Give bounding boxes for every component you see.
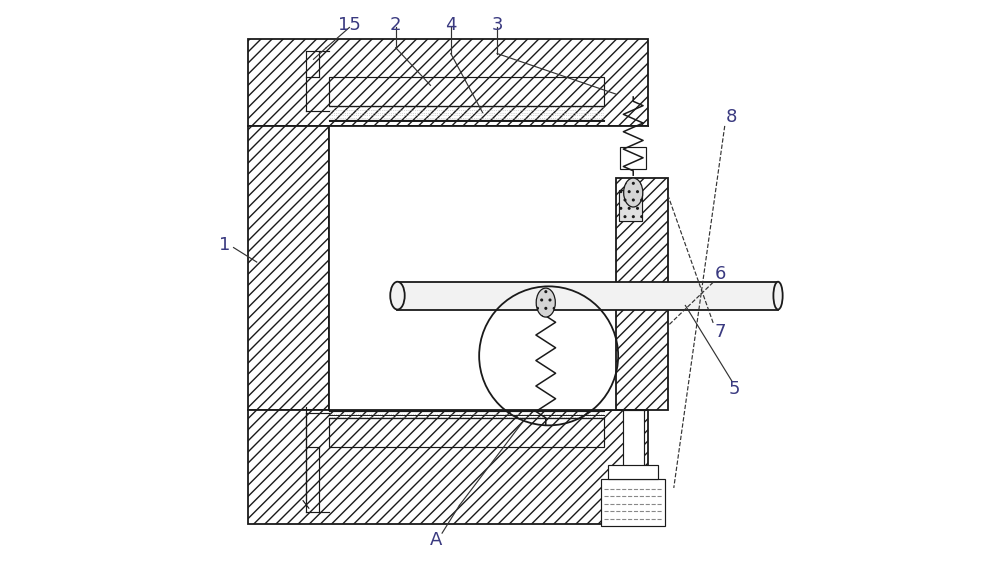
- Text: A: A: [430, 531, 442, 549]
- Text: 4: 4: [445, 16, 457, 34]
- Text: 8: 8: [726, 108, 737, 126]
- Bar: [619, 190, 642, 222]
- Bar: [620, 147, 646, 169]
- Bar: [248, 39, 648, 126]
- Text: 15: 15: [338, 16, 361, 34]
- Bar: [329, 418, 604, 448]
- Bar: [248, 126, 329, 410]
- Bar: [608, 465, 658, 479]
- Bar: [623, 410, 644, 488]
- Text: 5: 5: [729, 381, 740, 399]
- Ellipse shape: [624, 178, 643, 207]
- Bar: [329, 77, 604, 106]
- Text: 6: 6: [714, 265, 726, 283]
- Text: 3: 3: [491, 16, 503, 34]
- Ellipse shape: [536, 288, 555, 317]
- Ellipse shape: [773, 282, 783, 310]
- Text: 2: 2: [390, 16, 401, 34]
- Bar: [619, 190, 642, 222]
- Ellipse shape: [390, 282, 405, 310]
- Bar: [248, 410, 648, 524]
- Bar: [601, 479, 665, 526]
- Bar: [397, 282, 778, 310]
- Text: 1: 1: [219, 236, 231, 254]
- Text: 7: 7: [714, 322, 726, 340]
- Bar: [329, 126, 648, 410]
- Bar: [616, 178, 668, 410]
